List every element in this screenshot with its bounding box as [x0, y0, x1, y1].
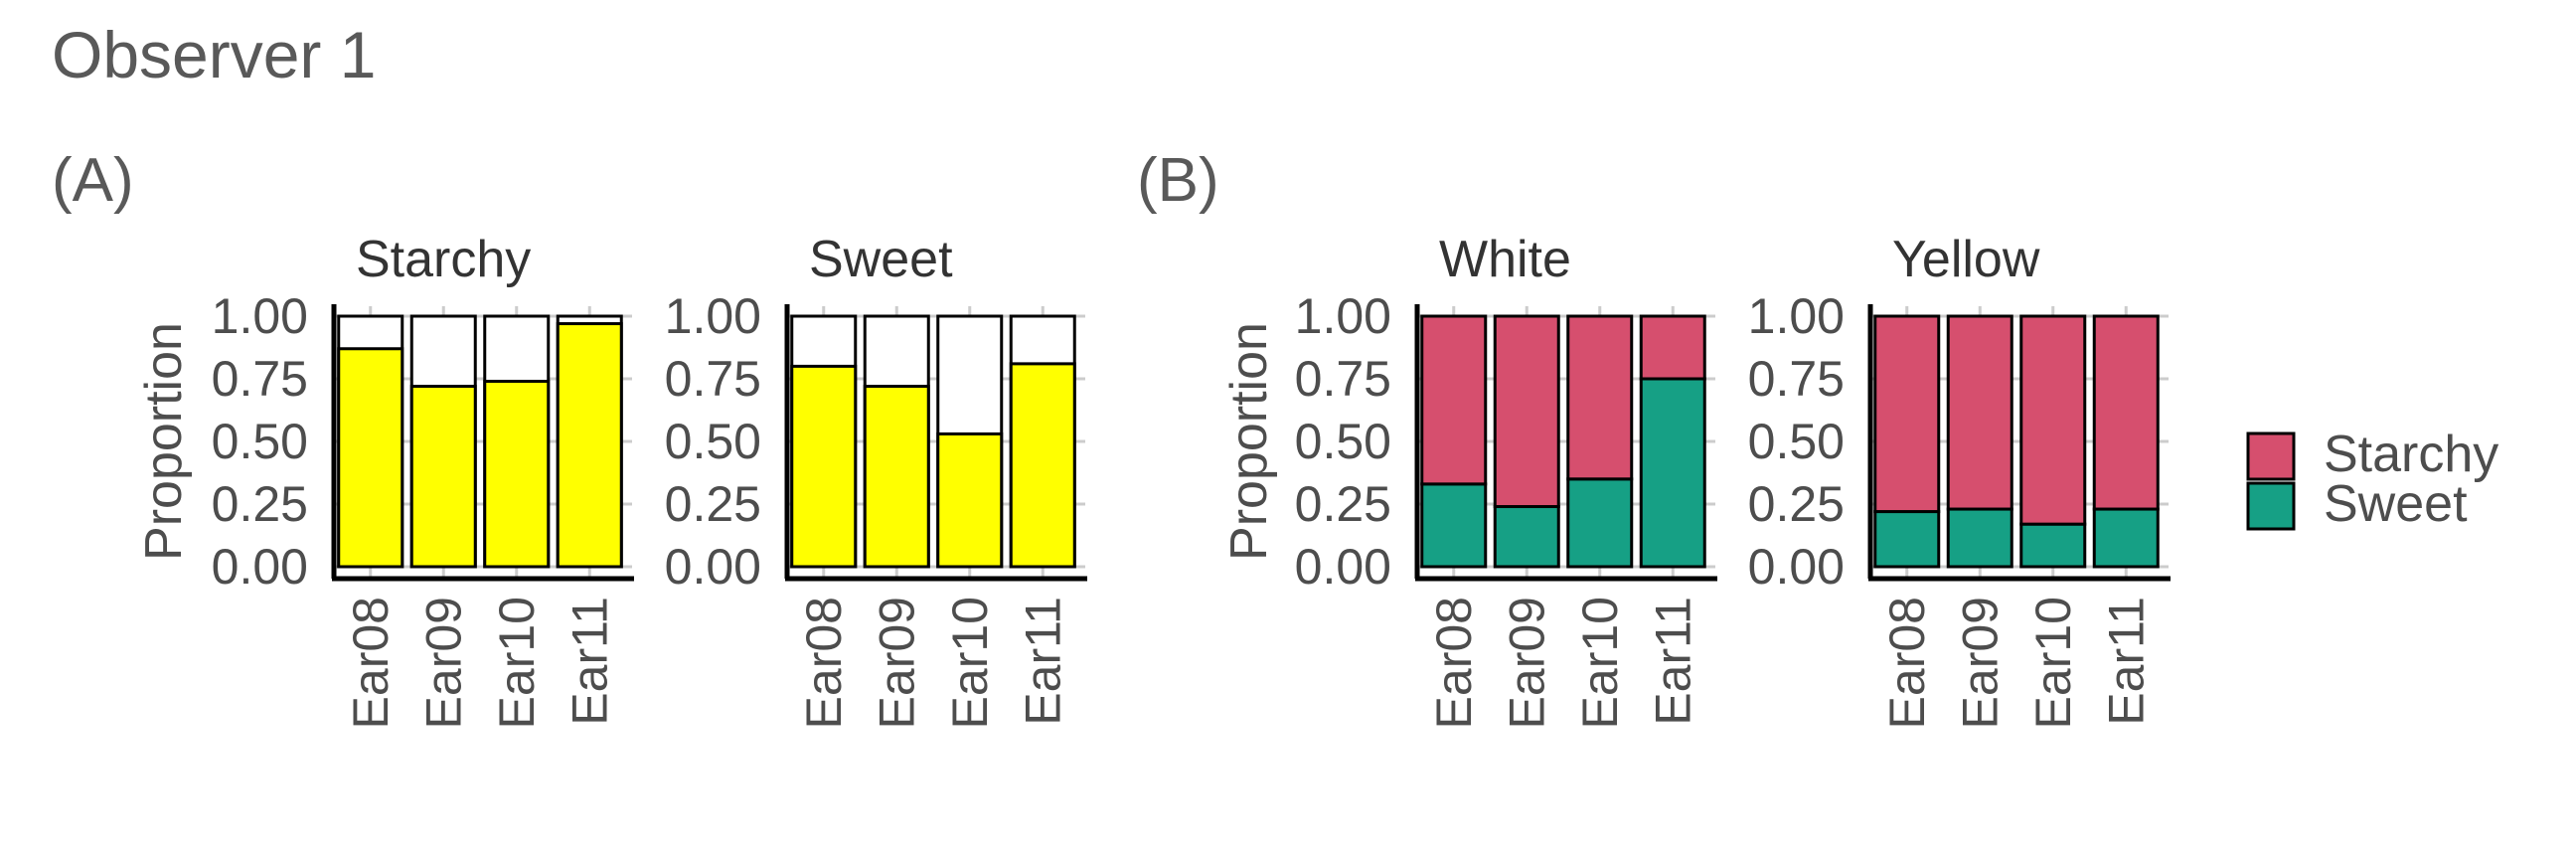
- bar-sweet: [1946, 507, 2013, 569]
- y-tick-label: 0.75: [1748, 351, 1845, 407]
- facet-title: White: [1439, 231, 1571, 288]
- y-tick-label: 0.00: [212, 539, 308, 595]
- bar-starchy: [1639, 314, 1706, 381]
- panel-0: (A) Proportion Ear08 Ear09 Ear10 Ear11 0.00 0.2…: [52, 146, 1087, 729]
- bar-starchy: [2092, 314, 2160, 511]
- facet-title: Yellow: [1892, 231, 2040, 288]
- y-tick-label: 0.00: [665, 539, 761, 595]
- panel-1: (B) Proportion Ear08 Ear09 Ear10 Ear11 0.00 0.2…: [1137, 146, 2171, 729]
- facet-starchy: Ear08 Ear09 Ear10 Ear11 0.00 0.25 0.50 0.75 1.00…: [212, 231, 634, 729]
- bar: [936, 431, 1004, 569]
- bar: [556, 322, 623, 569]
- y-tick-label: 1.00: [212, 288, 308, 344]
- y-tick-label: 1.00: [665, 288, 761, 344]
- legend-label: Sweet: [2324, 475, 2468, 533]
- facet-yellow: Ear08 Ear09 Ear10 Ear11 0.00 0.25 0.50 0.75 1.00…: [1748, 231, 2171, 729]
- bar: [790, 364, 858, 569]
- x-tick-label: Ear10: [489, 597, 545, 729]
- bar-starchy: [1873, 314, 1941, 514]
- y-tick-label: 0.00: [1295, 539, 1391, 595]
- bar-starchy: [2019, 314, 2087, 526]
- y-tick-label: 0.25: [1748, 476, 1845, 532]
- x-tick-label: Ear10: [1572, 597, 1628, 729]
- bar: [483, 380, 551, 569]
- bar-starchy: [1420, 314, 1488, 486]
- facet-white: Ear08 Ear09 Ear10 Ear11 0.00 0.25 0.50 0.75 1.00…: [1295, 231, 1717, 729]
- y-tick-label: 0.75: [212, 351, 308, 407]
- y-tick-label: 0.75: [665, 351, 761, 407]
- bar-starchy: [1566, 314, 1634, 481]
- y-axis-label: Proportion: [135, 322, 193, 561]
- bar-starchy: [1493, 314, 1560, 509]
- y-tick-label: 0.50: [665, 414, 761, 469]
- y-tick-label: 1.00: [1748, 288, 1845, 344]
- y-tick-label: 0.75: [1295, 351, 1391, 407]
- y-tick-label: 0.00: [1748, 539, 1845, 595]
- figure-title: Observer 1: [52, 18, 376, 91]
- bar-sweet: [1420, 482, 1488, 569]
- facet-sweet: Ear08 Ear09 Ear10 Ear11 0.00 0.25 0.50 0.75 1.00…: [665, 231, 1087, 729]
- panel-label: (A): [52, 146, 134, 215]
- x-tick-label: Ear11: [1645, 597, 1700, 726]
- bar: [337, 347, 404, 569]
- x-tick-label: Ear08: [1426, 597, 1482, 729]
- y-tick-label: 0.50: [1295, 414, 1391, 469]
- bar: [409, 385, 477, 569]
- bar-sweet: [1566, 477, 1634, 569]
- x-tick-label: Ear09: [415, 597, 471, 729]
- y-tick-label: 1.00: [1295, 288, 1391, 344]
- y-tick-label: 0.50: [212, 414, 308, 469]
- panel-label: (B): [1137, 146, 1219, 215]
- legend-swatch-sweet: [2246, 481, 2296, 531]
- x-tick-label: Ear11: [2098, 597, 2154, 726]
- x-tick-label: Ear10: [942, 597, 998, 729]
- x-tick-label: Ear09: [1499, 597, 1554, 729]
- bar: [1009, 362, 1076, 569]
- x-tick-label: Ear11: [562, 597, 617, 726]
- y-tick-label: 0.25: [1295, 476, 1391, 532]
- y-axis-label: Proportion: [1220, 322, 1278, 561]
- bar-sweet: [1873, 510, 1941, 569]
- y-tick-label: 0.25: [212, 476, 308, 532]
- x-tick-label: Ear11: [1015, 597, 1070, 726]
- y-tick-label: 0.25: [665, 476, 761, 532]
- x-tick-label: Ear09: [1952, 597, 2008, 729]
- y-tick-label: 0.50: [1748, 414, 1845, 469]
- x-tick-label: Ear10: [2025, 597, 2081, 729]
- bar-starchy: [1946, 314, 2013, 511]
- bar-sweet: [1493, 505, 1560, 569]
- bar-sweet: [2019, 522, 2087, 569]
- bar: [863, 385, 930, 569]
- x-tick-label: Ear08: [1879, 597, 1935, 729]
- bar-sweet: [2092, 507, 2160, 569]
- x-tick-label: Ear08: [343, 597, 399, 729]
- facet-title: Starchy: [356, 231, 531, 288]
- x-tick-label: Ear08: [796, 597, 852, 729]
- legend-label: Starchy: [2324, 426, 2498, 483]
- bar-sweet: [1639, 377, 1706, 569]
- x-tick-label: Ear09: [869, 597, 924, 729]
- facet-title: Sweet: [809, 231, 953, 288]
- legend-swatch-starchy: [2246, 431, 2296, 481]
